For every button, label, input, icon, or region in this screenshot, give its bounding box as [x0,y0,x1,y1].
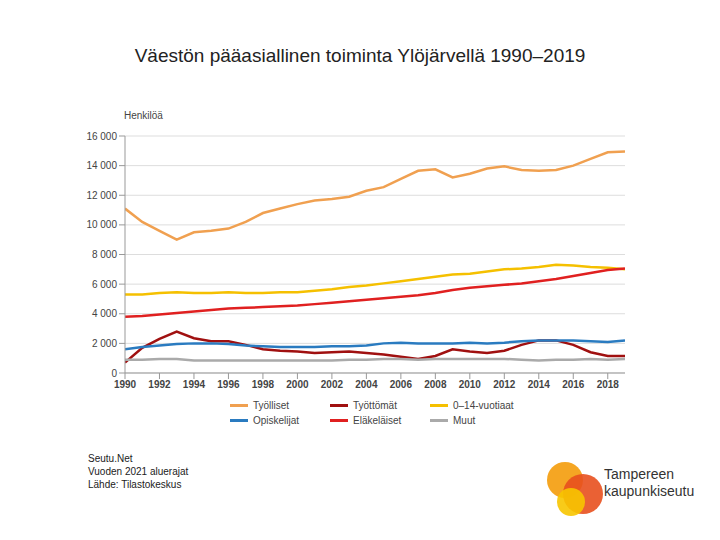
svg-text:2016: 2016 [562,379,585,390]
svg-text:2000: 2000 [286,379,309,390]
html-text:Henkilöä: Henkilöä [124,110,163,121]
svg-text:16 000: 16 000 [86,131,117,142]
svg-text:1994: 1994 [183,379,206,390]
svg-text:8 000: 8 000 [92,249,117,260]
svg-text:2 000: 2 000 [92,338,117,349]
svg-text:2004: 2004 [355,379,378,390]
html-text:Väestön pääasiallinen toiminta: Väestön pääasiallinen toiminta Ylöjärvel… [134,45,586,66]
svg-text:2002: 2002 [321,379,344,390]
svg-text:1990: 1990 [114,379,137,390]
svg-text:4 000: 4 000 [92,308,117,319]
html-text:Eläkeläiset: Eläkeläiset [353,415,402,426]
svg-text:6 000: 6 000 [92,279,117,290]
svg-text:14 000: 14 000 [86,160,117,171]
html-text:Tampereen: Tampereen [604,466,674,482]
html-text:Muut: Muut [453,415,476,426]
html-text:Opiskelijat: Opiskelijat [253,415,300,426]
svg-text:12 000: 12 000 [86,190,117,201]
svg-text:1992: 1992 [148,379,171,390]
svg-text:2010: 2010 [459,379,482,390]
svg-text:2008: 2008 [424,379,447,390]
svg-text:2018: 2018 [597,379,620,390]
svg-text:2012: 2012 [493,379,516,390]
svg-text:2014: 2014 [528,379,551,390]
svg-text:1996: 1996 [217,379,240,390]
html-text:Työttömät: Työttömät [353,400,397,411]
html-text:Lähde: Tilastokeskus: Lähde: Tilastokeskus [88,479,182,490]
svg-text:0: 0 [111,368,117,379]
html-text:Työlliset: Työlliset [253,400,290,411]
html-text:kaupunkiseutu: kaupunkiseutu [604,483,695,499]
svg-text:2006: 2006 [390,379,413,390]
html-text:0–14-vuotiaat: 0–14-vuotiaat [453,400,514,411]
svg-text:1998: 1998 [252,379,275,390]
html-text:Vuoden 2021 aluerajat: Vuoden 2021 aluerajat [88,466,189,477]
html-text:Seutu.Net: Seutu.Net [88,453,133,464]
svg-text:10 000: 10 000 [86,219,117,230]
